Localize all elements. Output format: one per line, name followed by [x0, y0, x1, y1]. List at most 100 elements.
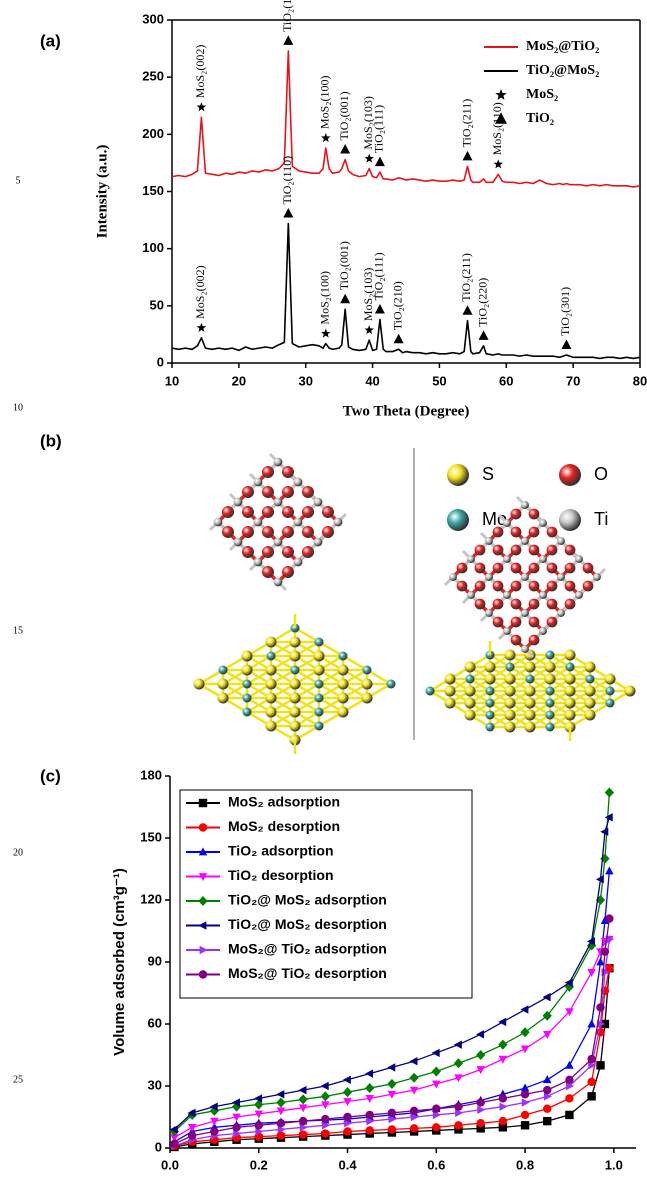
peak-label: TiO₂(110)	[280, 156, 294, 205]
legend-label: TiO₂@ MoS₂ adsorption	[228, 892, 387, 908]
peak-marker	[340, 293, 351, 304]
atom	[282, 566, 294, 578]
atom	[338, 651, 348, 661]
atom	[492, 580, 504, 592]
atom	[273, 497, 283, 507]
atom	[253, 557, 263, 567]
atom	[449, 573, 457, 581]
peak-marker	[196, 322, 207, 332]
atom	[593, 573, 601, 581]
legend-label: MoS₂	[526, 87, 558, 102]
data-point	[170, 1139, 179, 1149]
data-point	[498, 1094, 508, 1103]
peak-marker	[283, 208, 294, 218]
legend-box	[179, 789, 473, 999]
atom	[241, 664, 253, 676]
atom	[444, 673, 456, 685]
peak-marker	[462, 150, 473, 161]
peak-marker	[393, 333, 404, 344]
atom	[504, 709, 516, 721]
atom	[273, 537, 283, 547]
data-point	[498, 1017, 507, 1027]
atom	[314, 721, 324, 731]
atom	[302, 546, 314, 558]
legend-marker	[495, 112, 507, 124]
y-tick-label: 200	[142, 126, 164, 141]
atom	[492, 544, 504, 556]
atom	[524, 721, 536, 733]
atom	[485, 609, 493, 617]
peak-label: MoS₂(110)	[490, 102, 504, 155]
data-point	[596, 957, 605, 966]
atom	[484, 661, 496, 673]
data-point	[432, 1123, 441, 1132]
data-point	[409, 1072, 419, 1083]
data-point	[604, 787, 614, 798]
data-point	[343, 1112, 352, 1122]
atom	[293, 477, 303, 487]
atom	[362, 665, 372, 675]
atom	[337, 678, 349, 690]
peak-marker	[364, 325, 374, 335]
atom	[545, 698, 555, 708]
data-point	[232, 1123, 241, 1132]
data-point	[365, 1095, 374, 1104]
atom	[322, 506, 334, 518]
atom	[265, 664, 277, 676]
data-point	[276, 1107, 286, 1116]
atom	[218, 665, 228, 675]
data-point	[169, 1125, 178, 1134]
peak-marker	[374, 304, 385, 314]
atom	[624, 685, 636, 697]
atom	[282, 506, 294, 518]
atom	[564, 697, 576, 709]
atom	[559, 509, 581, 531]
atom	[485, 710, 495, 720]
atom	[266, 651, 276, 661]
peak-label: MoS₂(002)	[193, 45, 207, 99]
atom	[545, 650, 555, 660]
atom	[242, 546, 254, 558]
x-tick-label: 0.0	[161, 1157, 179, 1172]
data-point	[586, 940, 597, 951]
atom	[289, 692, 301, 704]
data-point	[587, 1077, 596, 1087]
atom	[544, 673, 556, 685]
atom	[262, 526, 274, 538]
atom	[289, 636, 301, 648]
atom	[282, 466, 294, 478]
atom	[503, 519, 511, 527]
x-tick-label: 10	[165, 373, 179, 388]
peak-label: TiO₂(001)	[337, 241, 351, 290]
data-point	[564, 978, 573, 987]
atom	[474, 544, 486, 556]
data-point	[231, 1098, 240, 1107]
atom	[539, 555, 547, 563]
y-tick-label: 250	[142, 69, 164, 84]
atom	[546, 598, 558, 610]
atom	[564, 562, 576, 574]
legend-label: O	[594, 464, 608, 484]
atom	[386, 679, 396, 689]
data-point	[366, 1116, 375, 1126]
atom	[510, 598, 522, 610]
atom	[564, 673, 576, 685]
atom	[467, 591, 475, 599]
data-point	[521, 1098, 530, 1107]
atom	[503, 591, 511, 599]
atom	[474, 598, 486, 610]
atom	[546, 616, 558, 628]
peak-marker	[364, 153, 374, 163]
y-tick-label: 0	[155, 1139, 162, 1154]
atom	[545, 722, 555, 732]
data-point	[605, 964, 614, 973]
data-point	[498, 1055, 508, 1064]
line-number: 20	[13, 847, 23, 858]
atom	[464, 661, 476, 673]
atom	[510, 526, 522, 538]
atom	[293, 517, 303, 527]
atom	[262, 546, 274, 558]
data-point	[543, 1085, 552, 1095]
atom	[510, 580, 522, 592]
data-point	[209, 1102, 218, 1111]
